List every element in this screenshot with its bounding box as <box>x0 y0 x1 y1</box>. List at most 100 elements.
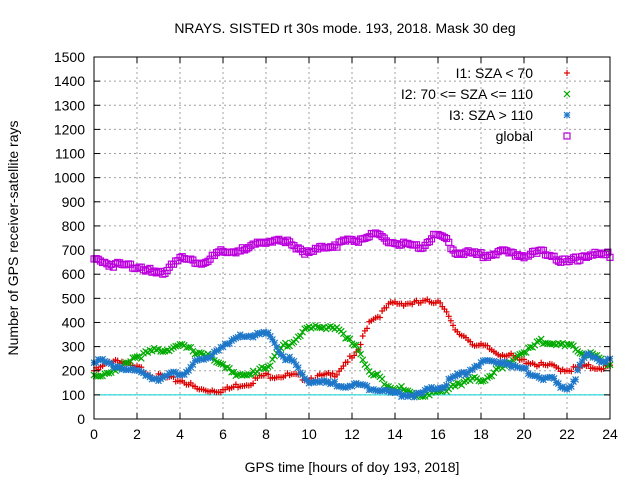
data-point <box>378 375 386 383</box>
data-point <box>294 364 302 372</box>
data-point <box>266 332 274 340</box>
data-point <box>266 362 274 370</box>
data-point <box>555 365 562 372</box>
data-point <box>133 353 141 361</box>
data-point <box>539 246 547 255</box>
data-point <box>240 246 249 254</box>
data-point <box>445 313 452 320</box>
data-point <box>550 252 558 260</box>
data-point <box>453 370 461 378</box>
data-point <box>195 349 203 356</box>
data-point <box>352 341 360 349</box>
data-point <box>146 346 154 354</box>
x-tick-label: 6 <box>219 426 227 442</box>
y-tick-label: 0 <box>77 411 85 427</box>
data-point <box>604 248 612 256</box>
data-point <box>570 342 577 350</box>
data-point <box>301 325 309 333</box>
data-point <box>363 363 371 371</box>
series-1 <box>90 322 614 401</box>
data-point <box>333 371 340 378</box>
axis-ticks: 0100200300400500600700800900100011001200… <box>54 49 618 442</box>
data-point <box>159 270 167 278</box>
data-point <box>440 233 449 242</box>
data-point <box>574 257 582 265</box>
data-point <box>565 341 573 348</box>
data-point <box>152 346 160 354</box>
x-tick-label: 16 <box>430 426 446 442</box>
y-tick-label: 600 <box>62 266 86 282</box>
x-tick-label: 8 <box>262 426 270 442</box>
data-point <box>533 338 541 346</box>
y-tick-label: 800 <box>62 218 86 234</box>
data-point <box>346 335 354 343</box>
data-point <box>437 299 444 306</box>
y-tick-label: 1400 <box>54 73 85 89</box>
data-point <box>269 356 276 363</box>
data-point <box>383 304 390 311</box>
data-point <box>206 255 214 263</box>
data-point <box>361 234 369 242</box>
data-point <box>557 340 564 348</box>
y-tick-label: 1300 <box>54 97 85 113</box>
data-point <box>187 255 195 263</box>
data-point <box>521 356 527 363</box>
data-point <box>550 375 558 382</box>
data-point <box>97 372 104 380</box>
data-point <box>340 363 347 370</box>
data-point <box>344 334 352 342</box>
data-point <box>204 257 212 265</box>
x-tick-label: 2 <box>133 426 141 442</box>
series-layer <box>90 229 614 401</box>
data-point <box>283 236 292 244</box>
data-point <box>232 249 240 257</box>
legend-label: I2: 70 <= SZA <= 110 <box>401 86 533 102</box>
x-tick-label: 10 <box>301 426 317 442</box>
data-point <box>206 354 214 362</box>
data-point <box>232 381 239 388</box>
x-axis-label: GPS time [hours of doy 193, 2018] <box>245 459 460 475</box>
data-point <box>438 232 446 240</box>
data-point <box>357 350 365 358</box>
data-point <box>443 308 450 315</box>
y-tick-label: 300 <box>62 339 86 355</box>
data-point <box>484 342 491 349</box>
data-point <box>488 372 496 380</box>
data-point <box>281 339 289 347</box>
data-point <box>92 255 100 263</box>
data-point <box>376 314 383 321</box>
data-point <box>370 371 377 379</box>
legend-marker <box>564 70 570 76</box>
data-point <box>451 382 459 390</box>
y-tick-label: 100 <box>62 387 86 403</box>
data-point <box>288 339 296 347</box>
x-tick-label: 0 <box>90 426 98 442</box>
data-point <box>600 365 607 372</box>
data-point <box>479 377 487 385</box>
legend-marker <box>563 111 571 119</box>
data-point <box>296 332 304 340</box>
y-tick-label: 200 <box>62 363 86 379</box>
legend-label: global <box>496 128 533 144</box>
data-point <box>568 368 575 375</box>
data-point <box>250 380 257 387</box>
data-point <box>230 368 238 376</box>
data-point <box>447 317 454 324</box>
data-point <box>574 366 582 374</box>
data-point <box>443 381 451 389</box>
data-point <box>450 322 457 329</box>
data-point <box>351 352 358 359</box>
data-point <box>294 244 302 252</box>
data-point <box>355 346 362 354</box>
data-point <box>447 244 455 253</box>
y-tick-label: 700 <box>62 242 86 258</box>
data-point <box>265 371 272 378</box>
data-point <box>364 325 371 332</box>
data-point <box>305 248 313 256</box>
data-point <box>565 257 573 265</box>
y-axis-label: Number of GPS receiver-satellite rays <box>5 121 21 356</box>
data-point <box>344 359 351 366</box>
data-point <box>329 370 336 377</box>
legend-label: I1: SZA < 70 <box>456 65 534 81</box>
data-point <box>359 356 367 364</box>
